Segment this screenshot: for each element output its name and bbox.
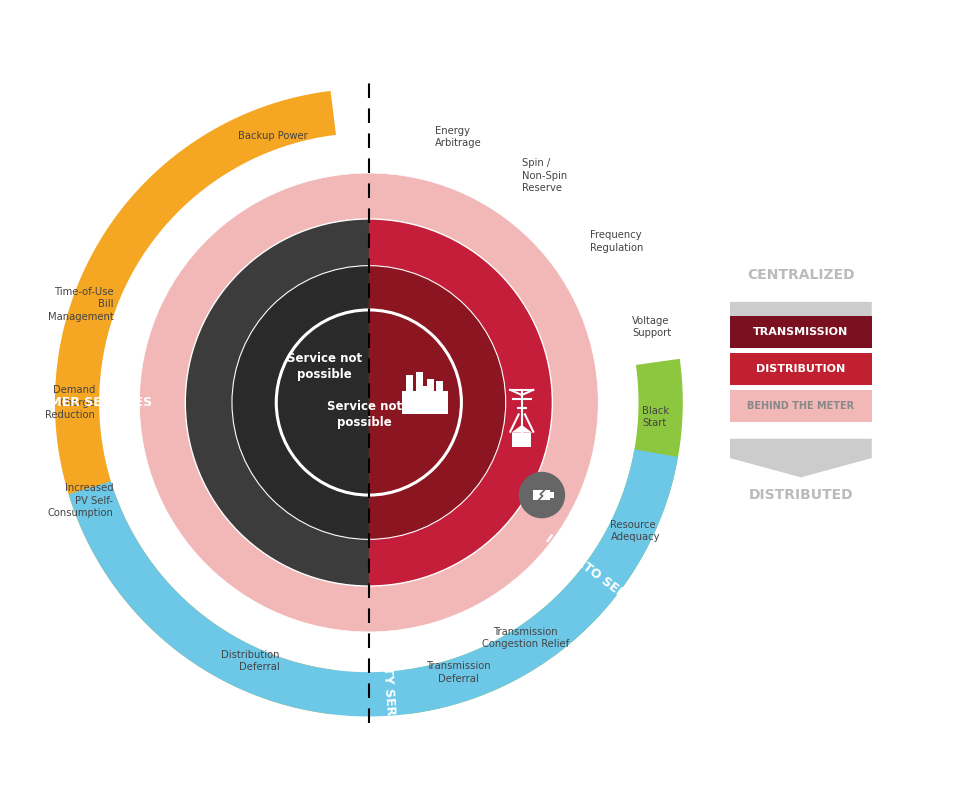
Text: Resource
Adequacy: Resource Adequacy [610, 520, 660, 543]
Text: ISO / RTO SERVICES: ISO / RTO SERVICES [543, 531, 661, 625]
Text: BEHIND THE METER: BEHIND THE METER [747, 401, 855, 411]
Text: CUSTOMER SERVICES: CUSTOMER SERVICES [2, 396, 152, 409]
Text: UTILITY SERVICES: UTILITY SERVICES [378, 630, 400, 757]
Text: Service not
possible: Service not possible [328, 400, 402, 429]
Polygon shape [730, 439, 872, 477]
Polygon shape [512, 425, 533, 433]
Text: Time-of-Use
Bill
Management: Time-of-Use Bill Management [48, 287, 113, 322]
Polygon shape [401, 359, 683, 714]
Bar [550, 492, 554, 498]
Bar [427, 379, 434, 390]
Bar [416, 372, 423, 390]
Text: Frequency
Regulation: Frequency Regulation [590, 230, 644, 253]
Bar [730, 390, 872, 422]
Text: Service not
possible: Service not possible [287, 352, 362, 381]
Circle shape [140, 173, 598, 632]
Text: Backup Power: Backup Power [238, 131, 308, 141]
Bar [534, 490, 550, 500]
Text: Increased
PV Self-
Consumption: Increased PV Self- Consumption [48, 483, 113, 518]
Circle shape [185, 219, 553, 586]
Text: Voltage
Support: Voltage Support [632, 316, 671, 338]
Bar [402, 390, 448, 414]
Circle shape [519, 473, 564, 518]
Text: Energy
Arbitrage: Energy Arbitrage [435, 126, 482, 148]
Text: Distribution
Deferral: Distribution Deferral [221, 650, 280, 672]
Polygon shape [55, 91, 336, 714]
Polygon shape [69, 449, 678, 716]
Text: Spin /
Non-Spin
Reserve: Spin / Non-Spin Reserve [522, 159, 567, 193]
Bar [730, 316, 872, 348]
Bar [730, 353, 872, 385]
Polygon shape [369, 266, 506, 539]
Polygon shape [185, 219, 369, 586]
Circle shape [232, 266, 506, 539]
Text: Transmission
Congestion Relief: Transmission Congestion Relief [482, 627, 569, 649]
Text: DISTRIBUTED: DISTRIBUTED [748, 488, 854, 502]
Text: TRANSMISSION: TRANSMISSION [753, 327, 849, 336]
Polygon shape [730, 302, 872, 341]
Bar [436, 381, 443, 390]
Text: DISTRIBUTION: DISTRIBUTION [756, 364, 846, 374]
Text: Transmission
Deferral: Transmission Deferral [425, 661, 490, 683]
Text: Demand
Charge
Reduction: Demand Charge Reduction [45, 385, 95, 420]
Bar [513, 433, 531, 448]
Bar [417, 386, 433, 394]
Bar [406, 375, 413, 390]
Text: Black
Start: Black Start [642, 406, 670, 428]
Polygon shape [232, 266, 369, 539]
Text: CENTRALIZED: CENTRALIZED [747, 268, 855, 283]
